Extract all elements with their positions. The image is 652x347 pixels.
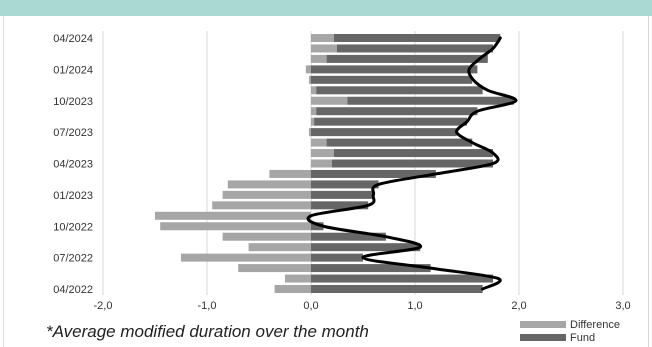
fund-bar <box>311 169 436 178</box>
y-tick-label: 04/2022 <box>53 284 93 296</box>
difference-bar <box>212 201 311 210</box>
x-tick-label: 3,0 <box>615 300 630 312</box>
difference-bar <box>308 128 311 137</box>
x-tick-label: -1,0 <box>198 300 217 312</box>
x-tick-label: 0,0 <box>303 300 318 312</box>
legend-item-difference: Difference <box>520 318 620 331</box>
difference-bar <box>160 222 311 231</box>
difference-bar <box>311 54 327 63</box>
difference-bars <box>155 34 348 293</box>
y-tick-label: 01/2023 <box>53 190 93 202</box>
y-tick-label: 01/2024 <box>53 64 93 76</box>
difference-bar <box>285 274 311 283</box>
difference-bar <box>238 264 311 273</box>
difference-bar <box>311 149 334 158</box>
fund-bar <box>311 180 379 189</box>
fund-bar <box>311 285 483 293</box>
fund-bar <box>311 128 457 137</box>
y-tick-label: 10/2023 <box>53 96 93 108</box>
difference-bar <box>311 96 348 105</box>
chart-frame <box>3 16 649 347</box>
x-tick-label: -2,0 <box>94 300 113 312</box>
difference-bar <box>311 138 327 147</box>
difference-bar <box>311 159 332 168</box>
y-axis-ticks: 04/2024 01/2024 10/2023 07/2023 04/2023 01/20… <box>53 33 93 296</box>
y-tick-label: 07/2023 <box>53 127 93 139</box>
y-tick-label: 10/2022 <box>53 221 93 233</box>
difference-bar <box>155 211 311 220</box>
fund-bar <box>331 159 493 168</box>
fund-bar <box>311 222 324 231</box>
x-axis-ticks: -2,0 -1,0 0,0 1,0 2,0 3,0 <box>94 300 631 312</box>
difference-bar <box>311 117 315 126</box>
fund-bar <box>311 243 421 252</box>
fund-bar <box>347 96 514 105</box>
fund-bar <box>337 44 493 53</box>
duration-line-layer <box>306 36 518 291</box>
difference-bar <box>311 34 334 42</box>
y-tick-label: 04/2023 <box>53 159 93 171</box>
difference-bar <box>311 107 317 116</box>
fund-bar <box>316 107 478 116</box>
difference-bar <box>222 232 311 241</box>
fund-bar <box>333 149 493 158</box>
header-band <box>0 0 652 16</box>
difference-bar <box>222 190 311 199</box>
legend-swatch-fund <box>520 334 566 341</box>
difference-bar <box>311 86 317 95</box>
difference-bar <box>248 243 311 252</box>
legend-label-fund: Fund <box>570 331 596 344</box>
fund-bars <box>311 34 514 293</box>
duration-line <box>306 36 518 291</box>
fund-bar <box>311 253 363 262</box>
footnote: *Average modified duration over the mont… <box>46 322 369 341</box>
difference-bar <box>308 75 311 84</box>
fund-bar <box>311 264 431 273</box>
y-tick-label: 07/2022 <box>53 253 93 265</box>
x-tick-label: 1,0 <box>407 300 422 312</box>
legend-label-difference: Difference <box>570 318 620 331</box>
fund-bar <box>326 54 488 63</box>
fund-bar <box>333 34 501 42</box>
legend-item-fund: Fund <box>520 331 620 344</box>
fund-bar <box>326 138 473 147</box>
difference-bar <box>269 169 311 178</box>
difference-bar <box>274 285 311 293</box>
y-tick-label: 04/2024 <box>53 33 93 45</box>
fund-bar <box>311 274 493 283</box>
fund-bar <box>311 201 369 210</box>
fund-bar <box>314 117 467 126</box>
fund-bar <box>311 65 478 74</box>
fund-bar <box>316 86 483 95</box>
difference-bar <box>311 44 337 53</box>
fund-bar <box>311 232 386 241</box>
fund-bar <box>311 190 374 199</box>
fund-bar <box>311 75 473 84</box>
difference-bar <box>181 253 311 262</box>
difference-bar <box>227 180 311 189</box>
legend-swatch-difference <box>520 321 566 328</box>
x-tick-label: 2,0 <box>511 300 526 312</box>
difference-bar <box>305 65 311 74</box>
legend: Difference Fund <box>520 318 620 344</box>
